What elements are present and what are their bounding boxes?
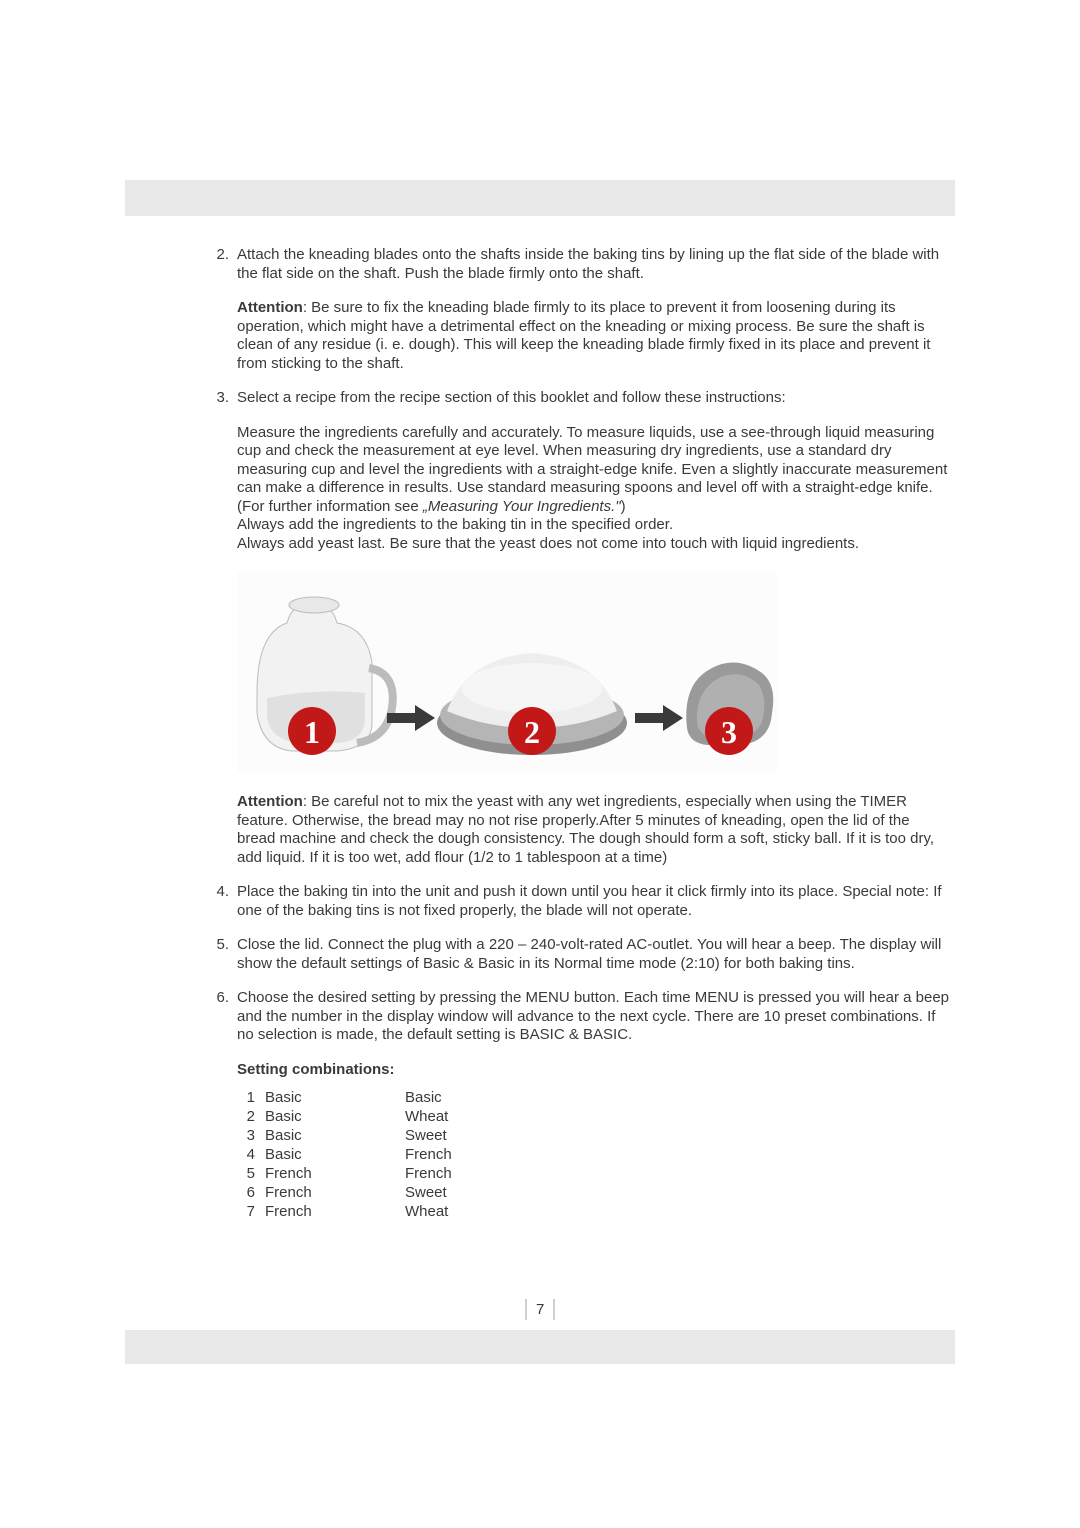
combo-col-b: Wheat <box>405 1107 448 1126</box>
paragraph: Attach the kneading blades onto the shaf… <box>237 246 950 283</box>
item-number: 3. <box>215 389 237 553</box>
paragraph: Always add the ingredients to the baking… <box>237 516 950 535</box>
ingredients-order-figure: 1 2 3 <box>237 573 777 773</box>
table-row: 1 BasicBasic <box>237 1088 950 1107</box>
step-circle-3: 3 <box>705 707 753 755</box>
combinations-title: Setting combinations: <box>237 1061 950 1078</box>
table-row: 2 BasicWheat <box>237 1107 950 1126</box>
page-number-block: 7 <box>0 1299 1080 1320</box>
item-body: Choose the desired setting by pressing t… <box>237 989 950 1045</box>
step-circle-2: 2 <box>508 707 556 755</box>
footer-band <box>125 1330 955 1364</box>
paragraph: Select a recipe from the recipe section … <box>237 389 950 408</box>
list-item-4: 4. Place the baking tin into the unit an… <box>215 883 950 920</box>
divider <box>553 1299 555 1320</box>
paragraph: Always add yeast last. Be sure that the … <box>237 535 950 554</box>
text: : Be careful not to mix the yeast with a… <box>237 793 934 866</box>
item-body: Close the lid. Connect the plug with a 2… <box>237 936 950 973</box>
table-row: 4 BasicFrench <box>237 1145 950 1164</box>
item-number: 4. <box>215 883 237 920</box>
combo-col-a: Basic <box>265 1088 405 1107</box>
table-row: 5 FrenchFrench <box>237 1164 950 1183</box>
combo-col-a: Basic <box>265 1145 405 1164</box>
list-item-5: 5. Close the lid. Connect the plug with … <box>215 936 950 973</box>
paragraph: Choose the desired setting by pressing t… <box>237 989 950 1045</box>
combinations-table: 1BasicBasic 2BasicWheat 3BasicSweet 4Bas… <box>237 1088 950 1221</box>
item-body: Select a recipe from the recipe section … <box>237 389 950 553</box>
header-band <box>125 180 955 216</box>
combo-col-a: Basic <box>265 1126 405 1145</box>
attention-label: Attention <box>237 793 303 810</box>
list-item-3: 3. Select a recipe from the recipe secti… <box>215 389 950 553</box>
combo-col-a: Basic <box>265 1107 405 1126</box>
combo-num: 5 <box>237 1164 255 1183</box>
step-label: 1 <box>304 714 320 750</box>
item-number: 5. <box>215 936 237 973</box>
page-content: 2. Attach the kneading blades onto the s… <box>215 246 950 1221</box>
table-row: 3 BasicSweet <box>237 1126 950 1145</box>
list-item-2: 2. Attach the kneading blades onto the s… <box>215 246 950 373</box>
text: ) <box>621 498 626 515</box>
list-item-3-attention: Attention: Be careful not to mix the yea… <box>215 793 950 867</box>
combo-num: 6 <box>237 1183 255 1202</box>
item-number: 2. <box>215 246 237 373</box>
paragraph: Attention: Be sure to fix the kneading b… <box>237 299 950 373</box>
table-row: 7 FrenchWheat <box>237 1202 950 1221</box>
combo-num: 4 <box>237 1145 255 1164</box>
arrow-icon <box>635 705 683 731</box>
paragraph: Place the baking tin into the unit and p… <box>237 883 950 920</box>
list-item-6: 6. Choose the desired setting by pressin… <box>215 989 950 1045</box>
combo-col-b: French <box>405 1164 452 1183</box>
attention-label: Attention <box>237 299 303 316</box>
combo-col-b: Sweet <box>405 1183 447 1202</box>
divider <box>525 1299 527 1320</box>
combo-col-b: French <box>405 1145 452 1164</box>
step-circle-1: 1 <box>288 707 336 755</box>
item-number-spacer <box>215 793 237 867</box>
combo-num: 1 <box>237 1088 255 1107</box>
combo-col-a: French <box>265 1202 405 1221</box>
combo-col-b: Sweet <box>405 1126 447 1145</box>
item-body: Place the baking tin into the unit and p… <box>237 883 950 920</box>
paragraph: Measure the ingredients carefully and ac… <box>237 424 950 517</box>
paragraph: Close the lid. Connect the plug with a 2… <box>237 936 950 973</box>
combo-col-a: French <box>265 1183 405 1202</box>
combo-col-b: Basic <box>405 1088 442 1107</box>
combo-col-b: Wheat <box>405 1202 448 1221</box>
italic-text: „Measuring Your Ingredients." <box>423 498 621 515</box>
table-row: 6 FrenchSweet <box>237 1183 950 1202</box>
item-body: Attach the kneading blades onto the shaf… <box>237 246 950 373</box>
step-label: 3 <box>721 714 737 750</box>
combo-num: 3 <box>237 1126 255 1145</box>
item-number: 6. <box>215 989 237 1045</box>
page-number: 7 <box>528 1299 552 1320</box>
figure-svg: 1 2 3 <box>237 573 777 773</box>
step-label: 2 <box>524 714 540 750</box>
combo-num: 7 <box>237 1202 255 1221</box>
item-body: Attention: Be careful not to mix the yea… <box>237 793 950 867</box>
combo-col-a: French <box>265 1164 405 1183</box>
paragraph: Attention: Be careful not to mix the yea… <box>237 793 950 867</box>
combo-num: 2 <box>237 1107 255 1126</box>
text: : Be sure to fix the kneading blade firm… <box>237 299 930 372</box>
